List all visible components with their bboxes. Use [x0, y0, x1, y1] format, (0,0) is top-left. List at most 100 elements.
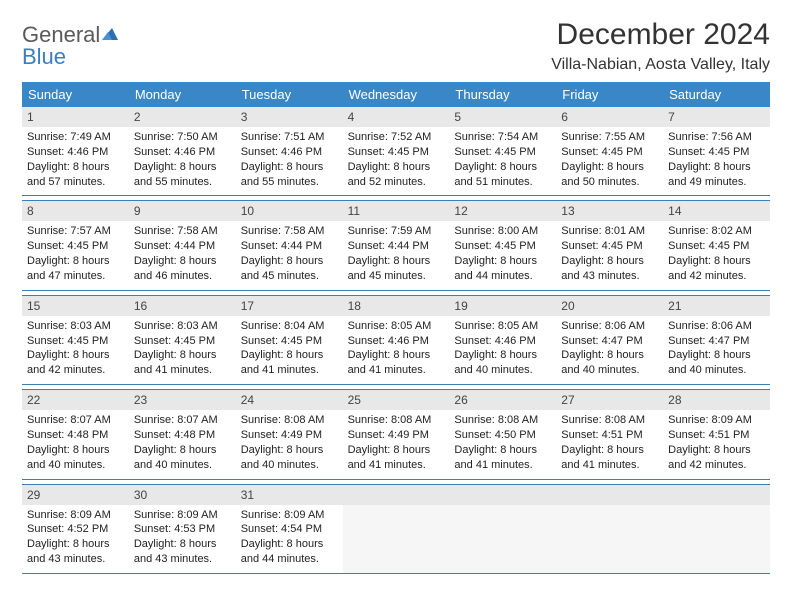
day-cell: 25 Sunrise: 8:08 AMSunset: 4:49 PMDayligh… [343, 390, 450, 478]
day-cell: 27 Sunrise: 8:08 AMSunset: 4:51 PMDayligh… [556, 390, 663, 478]
day-info: Sunrise: 8:09 AMSunset: 4:53 PMDaylight:… [134, 508, 231, 567]
day-number: 7 [663, 107, 770, 127]
day-info: Sunrise: 7:52 AMSunset: 4:45 PMDaylight:… [348, 130, 445, 189]
day-info: Sunrise: 7:58 AMSunset: 4:44 PMDaylight:… [134, 224, 231, 283]
week-row: 22Sunrise: 8:07 AMSunset: 4:48 PMDayligh… [22, 389, 770, 479]
brand-text: General Blue [22, 24, 120, 68]
day-info: Sunrise: 8:06 AMSunset: 4:47 PMDaylight:… [561, 319, 658, 378]
day-number: 4 [343, 107, 450, 127]
day-info: Sunrise: 8:00 AMSunset: 4:45 PMDaylight:… [454, 224, 551, 283]
day-cell: 5 Sunrise: 7:54 AMSunset: 4:45 PMDaylight… [449, 107, 556, 195]
day-info: Sunrise: 8:01 AMSunset: 4:45 PMDaylight:… [561, 224, 658, 283]
day-cell: 26Sunrise: 8:08 AMSunset: 4:50 PMDayligh… [449, 390, 556, 478]
day-cell [343, 485, 450, 573]
day-number: 2 [129, 107, 236, 127]
day-number: 24 [236, 390, 343, 410]
day-cell: 8 Sunrise: 7:57 AMSunset: 4:45 PMDaylight… [22, 201, 129, 289]
weekday-label: Thursday [449, 82, 556, 107]
day-cell: 29Sunrise: 8:09 AMSunset: 4:52 PMDayligh… [22, 485, 129, 573]
sail-icon [100, 24, 120, 46]
day-number: 31 [236, 485, 343, 505]
day-cell: 3Sunrise: 7:51 AMSunset: 4:46 PMDaylight… [236, 107, 343, 195]
header: General Blue December 2024 Villa-Nabian,… [22, 18, 770, 74]
day-cell: 21Sunrise: 8:06 AMSunset: 4:47 PMDayligh… [663, 296, 770, 384]
day-info: Sunrise: 7:54 AMSunset: 4:45 PMDaylight:… [454, 130, 551, 189]
day-cell: 4 Sunrise: 7:52 AMSunset: 4:45 PMDaylight… [343, 107, 450, 195]
weekday-label: Friday [556, 82, 663, 107]
weeks-container: 1 Sunrise: 7:49 AMSunset: 4:46 PMDaylight… [22, 107, 770, 578]
day-info: Sunrise: 7:56 AMSunset: 4:45 PMDaylight:… [668, 130, 765, 189]
day-cell: 28Sunrise: 8:09 AMSunset: 4:51 PMDayligh… [663, 390, 770, 478]
day-cell [556, 485, 663, 573]
day-info: Sunrise: 8:03 AMSunset: 4:45 PMDaylight:… [27, 319, 124, 378]
day-number: 19 [449, 296, 556, 316]
weekday-label: Saturday [663, 82, 770, 107]
day-info: Sunrise: 8:02 AMSunset: 4:45 PMDaylight:… [668, 224, 765, 283]
day-cell: 12 Sunrise: 8:00 AMSunset: 4:45 PMDayligh… [449, 201, 556, 289]
day-cell: 19 Sunrise: 8:05 AMSunset: 4:46 PMDayligh… [449, 296, 556, 384]
day-cell: 1 Sunrise: 7:49 AMSunset: 4:46 PMDaylight… [22, 107, 129, 195]
day-cell: 15Sunrise: 8:03 AMSunset: 4:45 PMDayligh… [22, 296, 129, 384]
day-info: Sunrise: 7:49 AMSunset: 4:46 PMDaylight:… [27, 130, 124, 189]
day-number: 29 [22, 485, 129, 505]
day-number: 10 [236, 201, 343, 221]
day-info: Sunrise: 8:05 AMSunset: 4:46 PMDaylight:… [348, 319, 445, 378]
day-number: 9 [129, 201, 236, 221]
day-info: Sunrise: 8:07 AMSunset: 4:48 PMDaylight:… [27, 413, 124, 472]
weekday-label: Monday [129, 82, 236, 107]
calendar: Sunday Monday Tuesday Wednesday Thursday… [22, 82, 770, 578]
day-number: 20 [556, 296, 663, 316]
day-info: Sunrise: 7:50 AMSunset: 4:46 PMDaylight:… [134, 130, 231, 189]
weekday-label: Wednesday [343, 82, 450, 107]
day-number: 26 [449, 390, 556, 410]
day-cell: 2 Sunrise: 7:50 AMSunset: 4:46 PMDaylight… [129, 107, 236, 195]
brand-blue: Blue [22, 44, 66, 69]
day-cell: 16Sunrise: 8:03 AMSunset: 4:45 PMDayligh… [129, 296, 236, 384]
day-cell: 23 Sunrise: 8:07 AMSunset: 4:48 PMDayligh… [129, 390, 236, 478]
day-info: Sunrise: 7:51 AMSunset: 4:46 PMDaylight:… [241, 130, 338, 189]
day-number: 23 [129, 390, 236, 410]
day-cell: 10Sunrise: 7:58 AMSunset: 4:44 PMDayligh… [236, 201, 343, 289]
day-cell: 30 Sunrise: 8:09 AMSunset: 4:53 PMDayligh… [129, 485, 236, 573]
day-number [343, 485, 450, 505]
day-info: Sunrise: 8:09 AMSunset: 4:54 PMDaylight:… [241, 508, 338, 567]
day-number: 14 [663, 201, 770, 221]
day-number [663, 485, 770, 505]
day-number: 16 [129, 296, 236, 316]
week-row: 29Sunrise: 8:09 AMSunset: 4:52 PMDayligh… [22, 484, 770, 574]
day-info: Sunrise: 8:08 AMSunset: 4:49 PMDaylight:… [241, 413, 338, 472]
day-number: 5 [449, 107, 556, 127]
day-number: 8 [22, 201, 129, 221]
day-cell: 31 Sunrise: 8:09 AMSunset: 4:54 PMDayligh… [236, 485, 343, 573]
day-cell: 24 Sunrise: 8:08 AMSunset: 4:49 PMDayligh… [236, 390, 343, 478]
day-info: Sunrise: 7:55 AMSunset: 4:45 PMDaylight:… [561, 130, 658, 189]
day-number: 30 [129, 485, 236, 505]
day-info: Sunrise: 7:57 AMSunset: 4:45 PMDaylight:… [27, 224, 124, 283]
title-block: December 2024 Villa-Nabian, Aosta Valley… [551, 18, 770, 74]
day-info: Sunrise: 8:05 AMSunset: 4:46 PMDaylight:… [454, 319, 551, 378]
day-number: 17 [236, 296, 343, 316]
day-info: Sunrise: 8:06 AMSunset: 4:47 PMDaylight:… [668, 319, 765, 378]
day-cell: 20 Sunrise: 8:06 AMSunset: 4:47 PMDayligh… [556, 296, 663, 384]
calendar-page: General Blue December 2024 Villa-Nabian,… [0, 0, 792, 596]
week-row: 8 Sunrise: 7:57 AMSunset: 4:45 PMDaylight… [22, 200, 770, 290]
day-info: Sunrise: 8:08 AMSunset: 4:51 PMDaylight:… [561, 413, 658, 472]
day-number: 22 [22, 390, 129, 410]
day-number: 27 [556, 390, 663, 410]
location-text: Villa-Nabian, Aosta Valley, Italy [551, 56, 770, 74]
day-number: 1 [22, 107, 129, 127]
day-info: Sunrise: 8:09 AMSunset: 4:51 PMDaylight:… [668, 413, 765, 472]
day-info: Sunrise: 8:07 AMSunset: 4:48 PMDaylight:… [134, 413, 231, 472]
brand-logo: General Blue [22, 24, 120, 68]
day-cell: 11Sunrise: 7:59 AMSunset: 4:44 PMDayligh… [343, 201, 450, 289]
day-cell: 18Sunrise: 8:05 AMSunset: 4:46 PMDayligh… [343, 296, 450, 384]
day-info: Sunrise: 7:59 AMSunset: 4:44 PMDaylight:… [348, 224, 445, 283]
day-info: Sunrise: 8:08 AMSunset: 4:49 PMDaylight:… [348, 413, 445, 472]
day-number [449, 485, 556, 505]
day-cell: 13 Sunrise: 8:01 AMSunset: 4:45 PMDayligh… [556, 201, 663, 289]
day-number: 25 [343, 390, 450, 410]
day-number: 6 [556, 107, 663, 127]
day-number: 13 [556, 201, 663, 221]
day-number: 12 [449, 201, 556, 221]
day-cell: 17Sunrise: 8:04 AMSunset: 4:45 PMDayligh… [236, 296, 343, 384]
